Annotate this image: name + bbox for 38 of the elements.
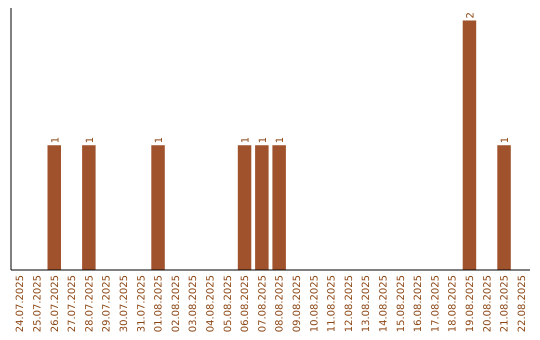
data-label: 1: [275, 136, 286, 144]
x-tick-label: 16.08.2025: [413, 275, 424, 332]
x-tick-label: 09.08.2025: [292, 275, 303, 332]
data-label: 1: [240, 136, 252, 144]
x-tick-label: 13.08.2025: [361, 275, 372, 332]
x-tick-label: 22.08.2025: [516, 275, 528, 332]
data-label: 1: [50, 136, 62, 144]
x-tick-label: 14.08.2025: [378, 275, 390, 332]
x-tick-label: 29.07.2025: [102, 275, 113, 332]
data-label: 1: [84, 136, 96, 144]
x-tick-label: 04.08.2025: [205, 275, 216, 332]
x-tick-label: 27.07.2025: [67, 275, 78, 332]
x-tick-label: 08.08.2025: [274, 275, 286, 332]
x-tick-label: 24.07.2025: [15, 275, 26, 332]
x-tick-label: 01.08.2025: [154, 275, 165, 332]
x-tick-label: 03.08.2025: [188, 275, 200, 332]
x-tick-label: 30.07.2025: [118, 275, 130, 332]
x-tick-label: 02.08.2025: [170, 275, 182, 332]
x-tick-label: 12.08.2025: [344, 275, 355, 332]
x-tick-label: 18.08.2025: [448, 275, 459, 332]
x-tick-label: 19.08.2025: [464, 275, 476, 332]
data-label: 1: [500, 136, 512, 144]
x-tick-label: 10.08.2025: [309, 275, 320, 332]
x-tick-label: 31.07.2025: [136, 275, 148, 332]
x-tick-label: 15.08.2025: [396, 275, 407, 332]
x-tick-label: 26.07.2025: [50, 275, 61, 332]
data-label: 1: [154, 136, 166, 144]
data-label: 2: [465, 12, 476, 18]
x-tick-label: 21.08.2025: [500, 275, 511, 332]
x-tick-label: 28.07.2025: [84, 275, 96, 332]
data-label: 1: [258, 136, 269, 144]
x-tick-label: 06.08.2025: [240, 275, 252, 332]
x-tick-label: 20.08.2025: [482, 275, 494, 332]
x-tick-label: 17.08.2025: [430, 275, 442, 332]
x-tick-label: 05.08.2025: [222, 275, 234, 332]
x-tick-label: 25.07.2025: [32, 275, 44, 332]
x-tick-label: 07.08.2025: [257, 275, 268, 332]
x-tick-label: 11.08.2025: [326, 275, 338, 332]
